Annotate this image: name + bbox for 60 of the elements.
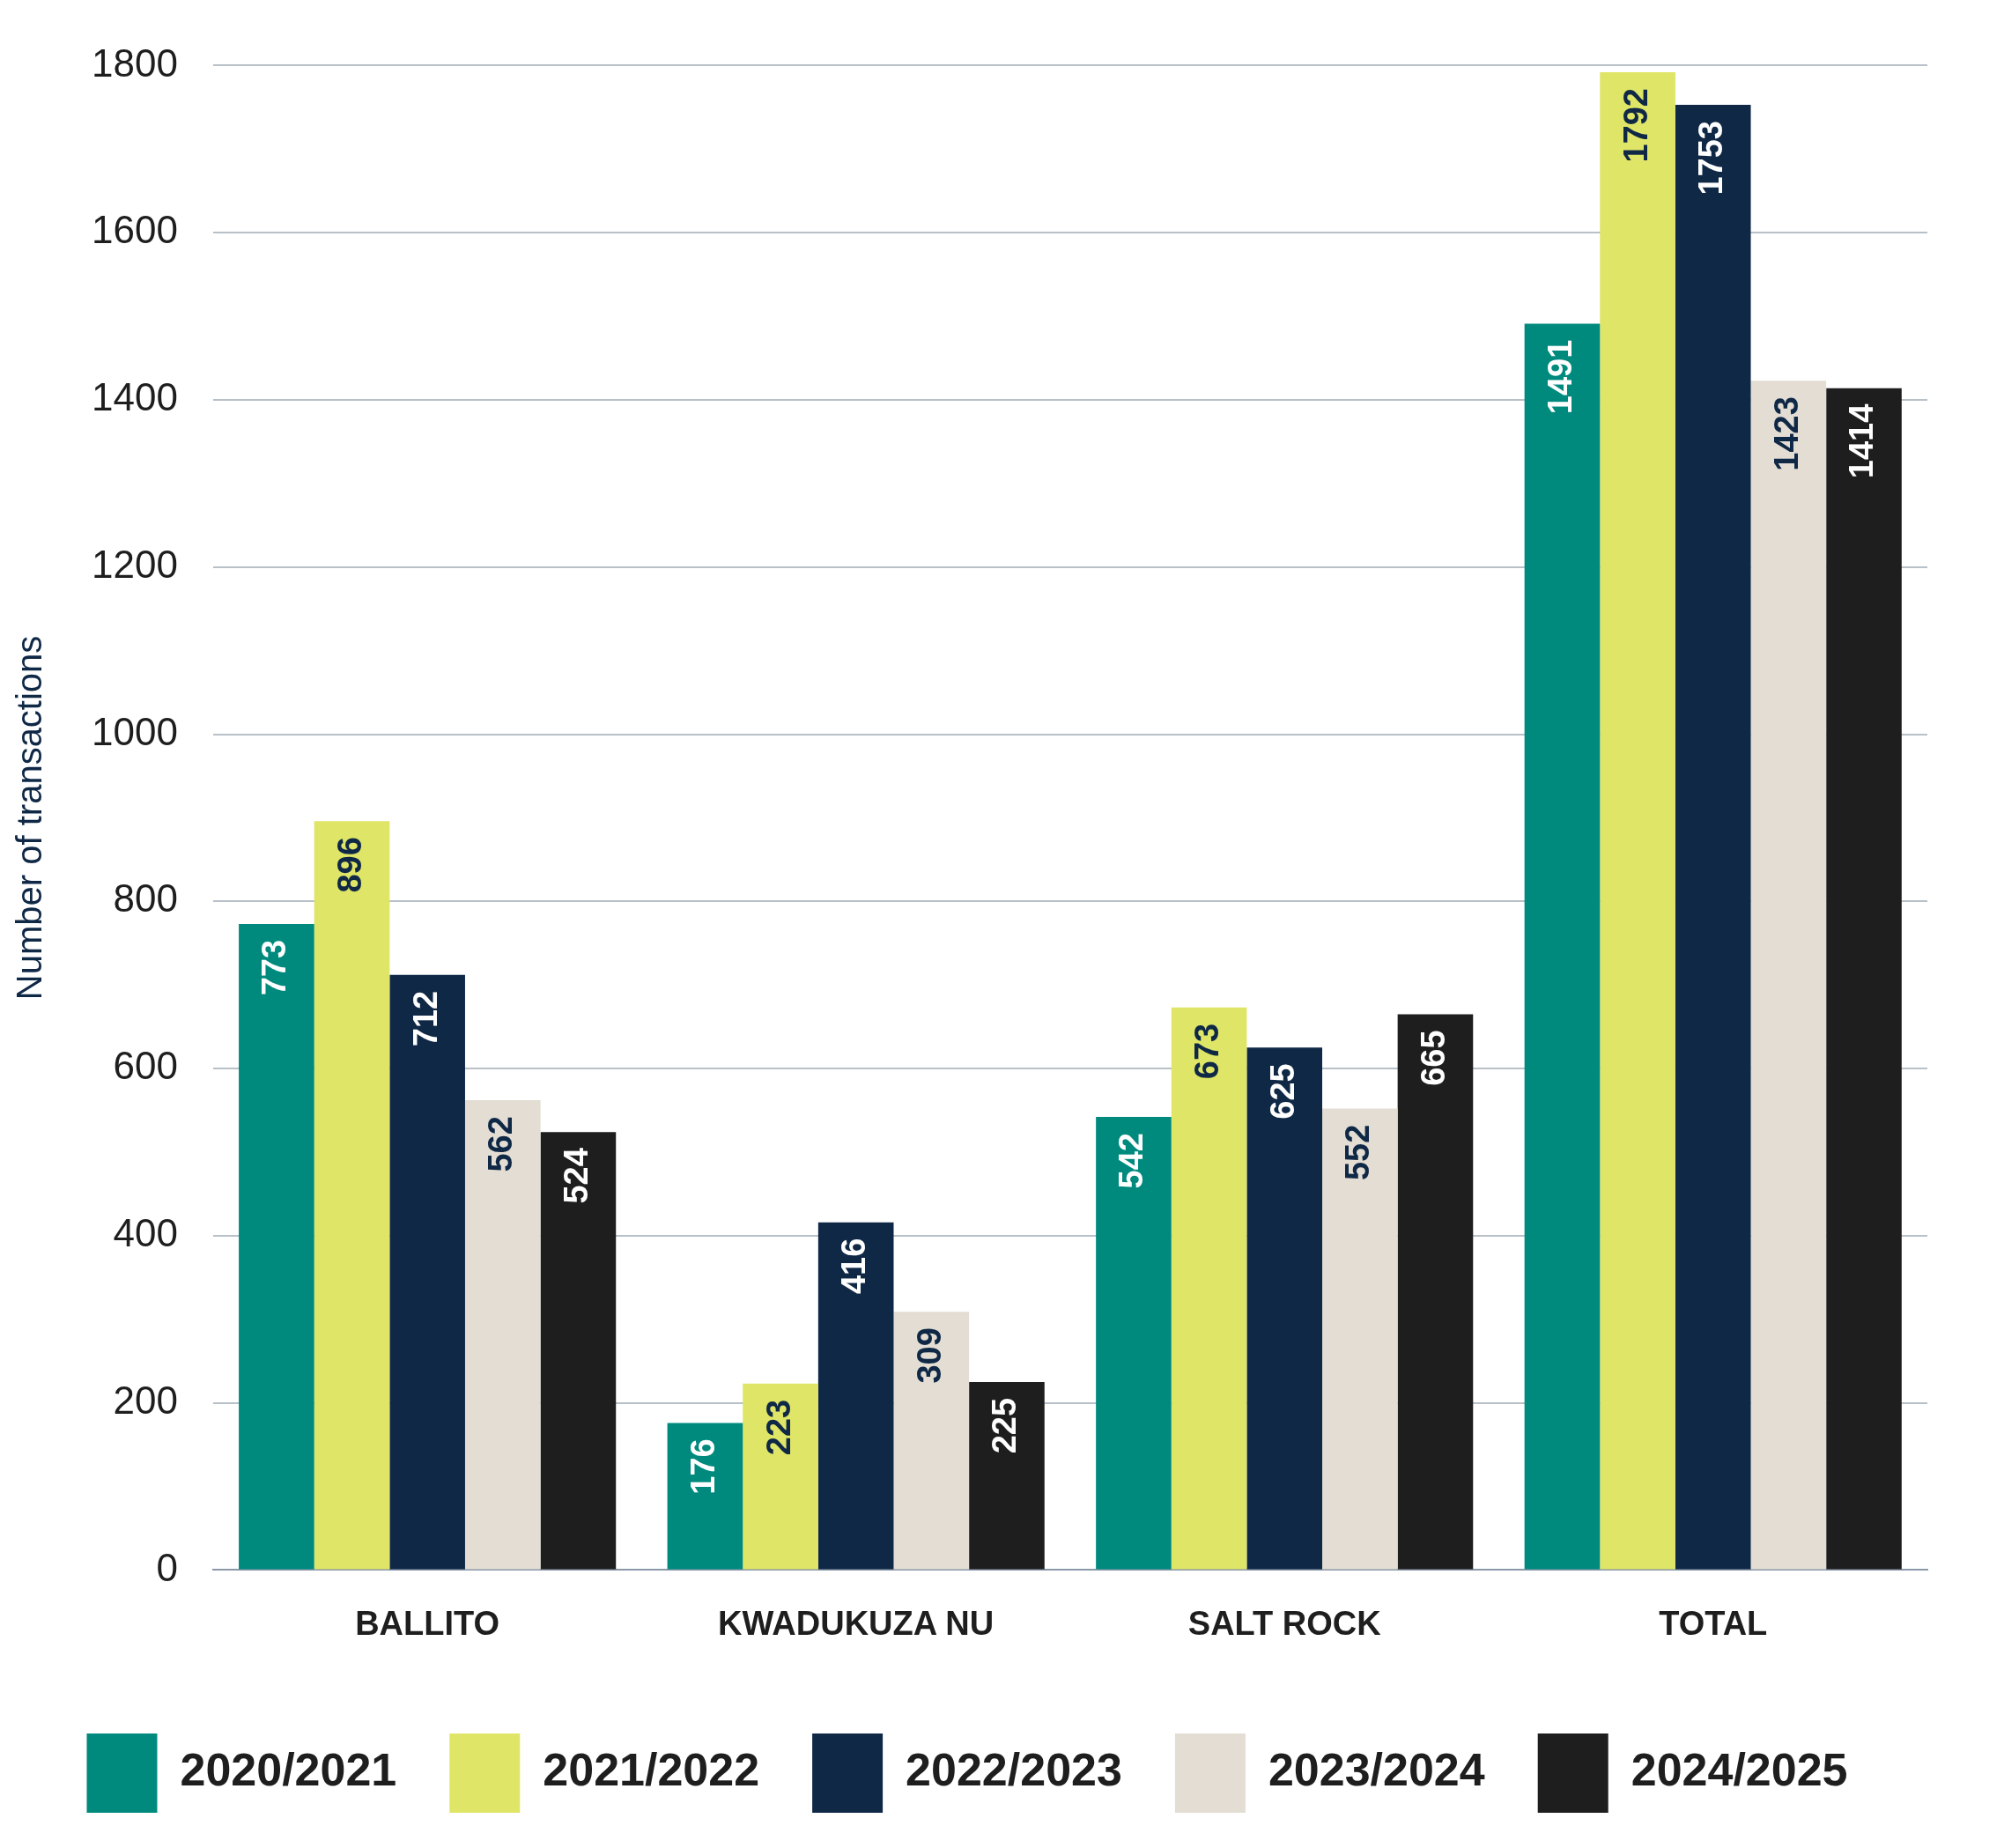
data-label: 773 — [255, 939, 293, 996]
bar — [389, 974, 465, 1570]
data-label: 896 — [331, 837, 368, 893]
bar — [1397, 1014, 1474, 1570]
data-label: 542 — [1113, 1133, 1150, 1189]
bar — [1246, 1047, 1323, 1570]
data-label: 625 — [1263, 1063, 1301, 1120]
y-tick-label: 800 — [113, 876, 178, 920]
data-label: 1491 — [1541, 339, 1579, 415]
x-tick-label: SALT ROCK — [1187, 1604, 1382, 1642]
y-tick-label: 200 — [113, 1378, 178, 1422]
data-label: 1753 — [1692, 121, 1730, 196]
bar — [893, 1312, 970, 1570]
y-axis-title: Number of transactions — [10, 635, 49, 1001]
data-label: 712 — [406, 990, 444, 1047]
data-label: 416 — [835, 1238, 873, 1295]
legend-label: 2024/2025 — [1631, 1744, 1848, 1796]
legend-label: 2020/2021 — [180, 1744, 397, 1796]
data-label: 176 — [684, 1438, 721, 1495]
data-label: 562 — [482, 1116, 520, 1172]
bar — [1171, 1007, 1247, 1570]
data-label: 552 — [1339, 1124, 1377, 1181]
bar — [1322, 1108, 1398, 1570]
data-label: 665 — [1414, 1030, 1452, 1086]
bar — [667, 1423, 743, 1570]
bar — [1524, 323, 1601, 1570]
legend-label: 2021/2022 — [543, 1744, 760, 1796]
legend-label: 2022/2023 — [906, 1744, 1122, 1796]
data-label: 309 — [910, 1327, 948, 1384]
x-tick-label: BALLITO — [355, 1604, 500, 1642]
y-tick-label: 1400 — [91, 375, 178, 419]
bar — [1750, 381, 1827, 1570]
bar — [817, 1222, 894, 1570]
data-label: 524 — [557, 1148, 595, 1204]
bar — [464, 1100, 541, 1570]
data-label: 1792 — [1616, 87, 1654, 163]
y-tick-label: 0 — [156, 1545, 178, 1589]
y-tick-label: 600 — [113, 1044, 178, 1088]
y-tick-label: 1200 — [91, 542, 178, 586]
data-label: 1414 — [1843, 403, 1881, 479]
bar — [1600, 71, 1675, 1570]
y-tick-label: 1000 — [91, 709, 178, 753]
bar — [1675, 105, 1751, 1570]
data-label: 1423 — [1767, 396, 1805, 471]
x-tick-label: KWADUKUZA NU — [718, 1604, 995, 1642]
data-label: 225 — [986, 1397, 1024, 1454]
y-tick-label: 1800 — [91, 41, 178, 85]
bar — [314, 821, 390, 1570]
x-tick-label: TOTAL — [1659, 1604, 1768, 1642]
legend-label: 2023/2024 — [1268, 1744, 1485, 1796]
bar — [969, 1381, 1045, 1570]
data-label: 673 — [1188, 1023, 1226, 1080]
bar — [540, 1132, 617, 1570]
bar — [743, 1383, 818, 1570]
y-tick-label: 400 — [113, 1210, 178, 1254]
bar — [1096, 1117, 1172, 1570]
y-tick-label: 1600 — [91, 208, 178, 252]
bar — [239, 923, 314, 1570]
data-label: 223 — [759, 1399, 797, 1456]
bar — [1826, 388, 1902, 1570]
